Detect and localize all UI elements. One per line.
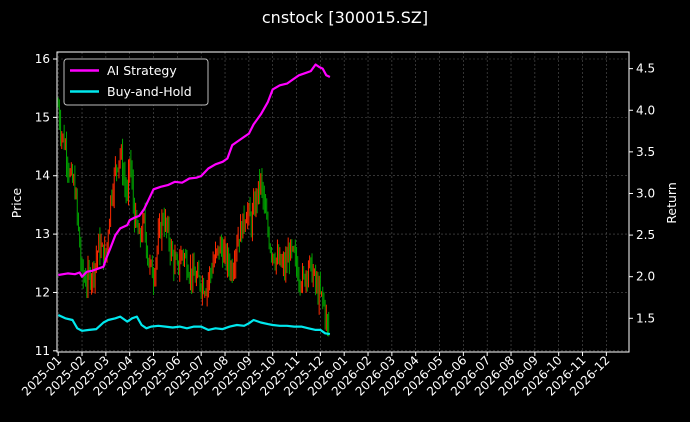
legend: AI Strategy Buy-and-Hold [63, 58, 209, 106]
y-right-tick-label: 4.5 [636, 62, 655, 76]
legend-box [63, 58, 209, 106]
y-right-tick-label: 4.0 [636, 103, 655, 117]
plot-frame [56, 51, 630, 353]
y-right-tick-label: 2.5 [636, 228, 655, 242]
y-left-tick-label: 13 [35, 227, 50, 241]
y-axis-left-label: Price [9, 187, 24, 218]
y-left-tick-label: 12 [35, 285, 50, 299]
legend-label-ai-strategy: AI Strategy [107, 63, 177, 78]
y-left-tick-label: 14 [35, 169, 50, 183]
y-left-tick-label: 11 [35, 344, 50, 358]
series-line-buy-and-hold [57, 314, 331, 336]
series-line-ai-strategy [58, 63, 331, 278]
chart-title: cnstock [300015.SZ] [262, 8, 428, 27]
y-right-tick-label: 3.0 [636, 186, 655, 200]
y-left-tick-label: 16 [35, 52, 50, 66]
y-right-tick-label: 3.5 [636, 145, 655, 159]
y-axis-right-label: Return [664, 182, 679, 223]
y-right-tick-label: 2.0 [636, 270, 655, 284]
legend-label-buy-and-hold: Buy-and-Hold [107, 84, 192, 99]
y-left-tick-label: 15 [35, 110, 50, 124]
y-right-tick-label: 1.5 [636, 311, 655, 325]
